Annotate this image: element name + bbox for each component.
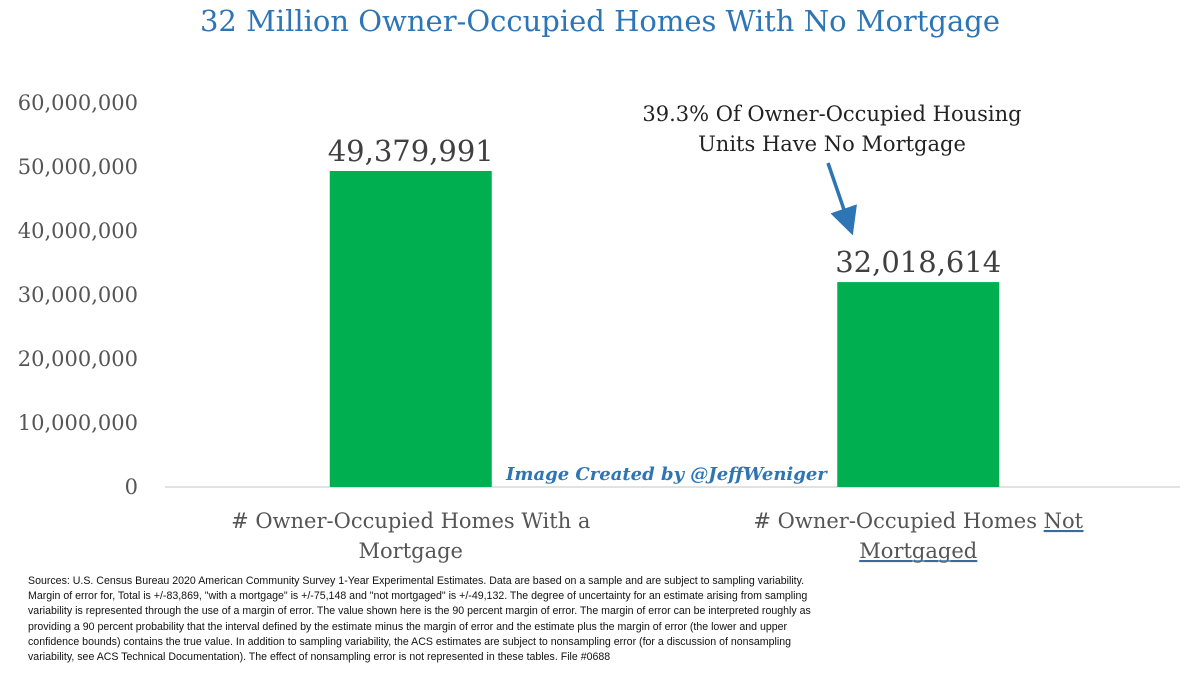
bar (837, 282, 1000, 487)
annotation-arrow (826, 162, 857, 236)
bars (329, 170, 1000, 487)
y-tick-label: 30,000,000 (18, 283, 138, 307)
annotation-text: Units Have No Mortgage (698, 132, 966, 156)
y-tick-label: 40,000,000 (18, 219, 138, 243)
annotation-callout: 39.3% Of Owner-Occupied Housing Units Hav… (642, 102, 1022, 236)
y-tick-label: 10,000,000 (18, 411, 138, 435)
bar (329, 170, 492, 487)
y-tick-label: 0 (125, 475, 138, 499)
x-category-label: # Owner-Occupied Homes With a (231, 509, 590, 533)
watermark-text: Image Created by @JeffWeniger (505, 464, 828, 485)
annotation-text: 39.3% Of Owner-Occupied Housing (642, 102, 1021, 126)
y-tick-label: 20,000,000 (18, 347, 138, 371)
x-category-label: Mortgage (359, 539, 463, 563)
emphasis-not: Not (1044, 509, 1084, 533)
data-labels: 49,379,991 32,018,614 (328, 134, 1002, 279)
bar-value-label: 49,379,991 (328, 134, 494, 168)
y-axis: 0 10,000,000 20,000,000 30,000,000 40,000,00… (18, 91, 138, 499)
y-tick-label: 60,000,000 (18, 91, 138, 115)
category-labels: # Owner-Occupied Homes With a Mortgage # O… (231, 509, 1084, 563)
y-tick-label: 50,000,000 (18, 155, 138, 179)
x-category-label: # Owner-Occupied Homes Not (753, 509, 1083, 533)
x-category-label: Mortgaged (859, 539, 977, 563)
sources-footnote: Sources: U.S. Census Bureau 2020 America… (28, 575, 811, 664)
chart-title: 32 Million Owner-Occupied Homes With No … (199, 4, 1001, 38)
bar-value-label: 32,018,614 (835, 245, 1001, 279)
